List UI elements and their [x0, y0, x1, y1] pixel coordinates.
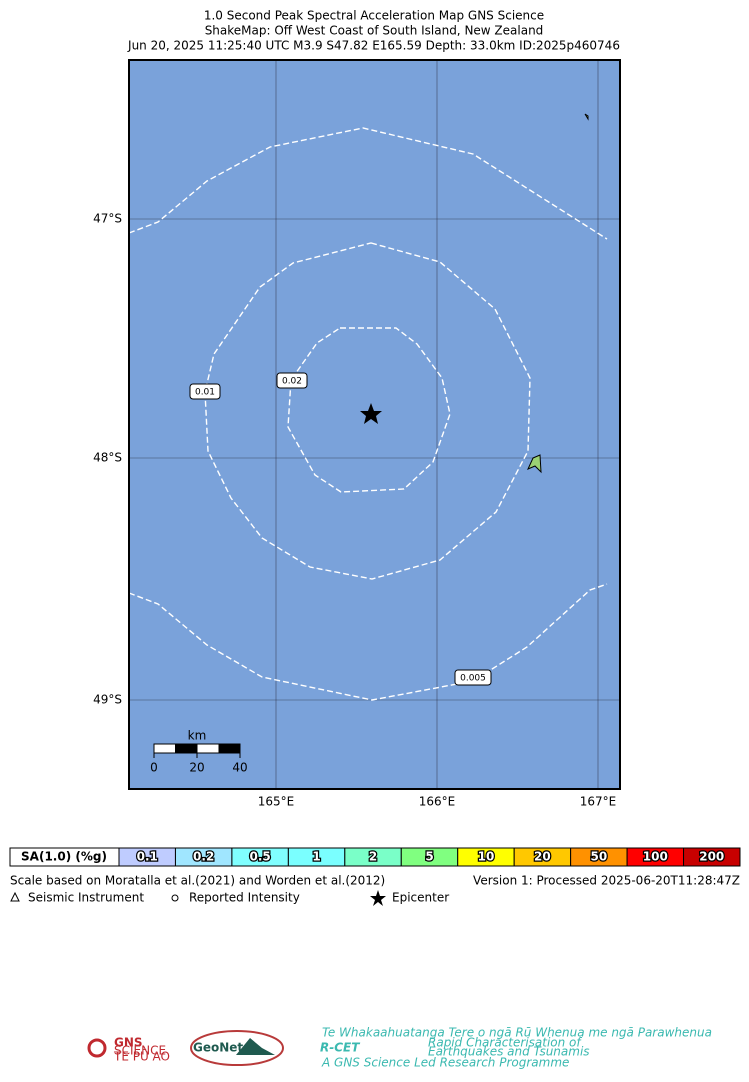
logo-text: A GNS Science Led Research Programme [321, 1056, 569, 1070]
logo-text: Rapid Characterisation of [428, 1036, 582, 1050]
scale-note: Scale based on Moratalla et al.(2021) an… [10, 874, 385, 888]
lat-label: 48°S [93, 451, 122, 465]
logo-text: GNS [114, 1036, 143, 1050]
lon-label: 167°E [580, 795, 617, 809]
intensity-symbol [171, 894, 179, 902]
label-box [454, 669, 492, 686]
label-box [276, 372, 308, 389]
scale-label: 40 [232, 761, 247, 775]
logo-text: Earthquakes and Tsunamis [428, 1045, 590, 1059]
gns-logo: GNS SCIENCE TE PŪ AO [87, 1036, 170, 1064]
scale-label: 20 [189, 761, 204, 775]
colorbar-label: 50 [591, 850, 608, 864]
contour-label: 0.02 [282, 377, 302, 387]
colorbar-cell [683, 847, 741, 867]
contour [287, 327, 451, 493]
colorbar-label: 5 [425, 850, 433, 864]
subtitle: ShakeMap: Off West Coast of South Island… [205, 24, 544, 38]
colorbar: SA(1.0) (%g) 0.1 0.2 0.5 1 2 5 10 20 50 100 200 [9, 847, 741, 867]
rcet-logo: Te Whakaahuatanga Tere o ngā Rū Whenua m… [320, 1026, 712, 1070]
colorbar-label: 2 [369, 850, 377, 864]
lon-label: 166°E [419, 795, 456, 809]
epicenter [360, 403, 382, 424]
logo-text: TE PŪ AO [113, 1050, 170, 1064]
map-area [129, 60, 620, 789]
legend-item: Reported Intensity [189, 891, 300, 905]
label-box [189, 383, 221, 400]
contour-label: 0.01 [195, 388, 215, 398]
lon-label: 165°E [258, 795, 295, 809]
scale-unit: km [188, 729, 207, 743]
logo-text: Te Whakaahuatanga Tere o ngā Rū Whenua m… [322, 1026, 712, 1040]
colorbar-label: 100 [643, 850, 668, 864]
colorbar-label: 1 [312, 850, 320, 864]
lat-label: 49°S [93, 693, 122, 707]
instrument-symbol [10, 891, 20, 902]
contour [128, 583, 608, 701]
colorbar-label: 10 [478, 850, 495, 864]
geonet-logo: GeoNet [190, 1030, 284, 1066]
epicenter-symbol [370, 890, 386, 906]
contour [204, 242, 531, 580]
version: Version 1: Processed 2025-06-20T11:28:47… [473, 874, 740, 888]
map-frame [128, 59, 621, 790]
contour [128, 127, 608, 240]
scale-bar: km 0 20 40 [150, 729, 247, 775]
colorbar-label: 0.5 [250, 850, 271, 864]
island [527, 454, 542, 474]
colorbar-title: SA(1.0) (%g) [21, 850, 107, 864]
logo-text: R-CET [320, 1041, 360, 1055]
colorbar-label: 0.1 [137, 850, 158, 864]
island [584, 113, 589, 121]
legend-item: Epicenter [392, 891, 449, 905]
scale-label: 0 [150, 761, 158, 775]
legend-item: Seismic Instrument [28, 891, 144, 905]
event-info: Jun 20, 2025 11:25:40 UTC M3.9 S47.82 E1… [127, 39, 620, 53]
colorbar-label: 200 [699, 850, 724, 864]
contour-label: 0.005 [460, 674, 486, 684]
colorbar-label: 0.2 [193, 850, 214, 864]
title: 1.0 Second Peak Spectral Acceleration Ma… [204, 9, 544, 23]
logo-text: SCIENCE [114, 1044, 166, 1058]
logo-text: GeoNet [193, 1041, 243, 1055]
colorbar-label: 20 [534, 850, 551, 864]
lat-label: 47°S [93, 212, 122, 226]
